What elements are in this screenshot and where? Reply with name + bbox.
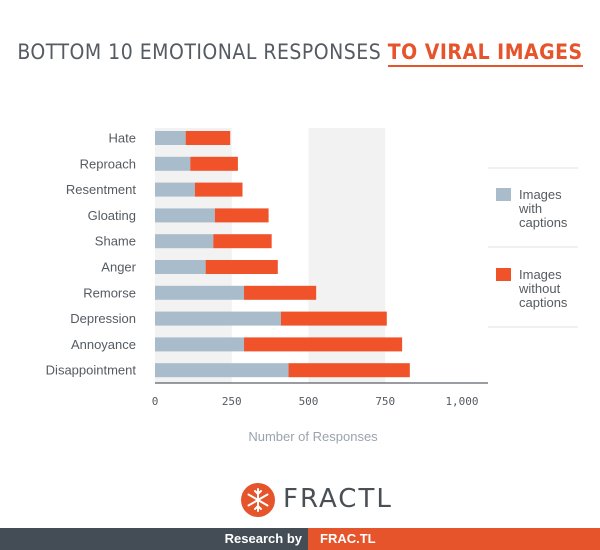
bar-segment-with-captions <box>155 311 281 326</box>
bar-segment-with-captions <box>155 182 195 197</box>
x-tick-label: 500 <box>299 395 319 408</box>
category-label: Resentment <box>66 182 136 197</box>
category-label: Depression <box>70 311 136 326</box>
bar-segment-without-captions <box>190 156 238 171</box>
footer-right-panel: FRAC.TL <box>308 528 600 550</box>
x-tick-label: 0 <box>152 395 159 408</box>
x-axis-title: Number of Responses <box>248 429 378 444</box>
bar-segment-without-captions <box>213 234 272 249</box>
bar-segment-without-captions <box>244 337 403 352</box>
bar-segment-without-captions <box>194 182 243 197</box>
footer-research-by: Research by <box>224 531 302 546</box>
legend-label-line: captions <box>519 215 568 230</box>
category-label: Shame <box>95 234 136 249</box>
x-tick-label: 750 <box>375 395 395 408</box>
bar-segment-without-captions <box>214 208 269 223</box>
x-tick-label: 250 <box>222 395 242 408</box>
legend-label-line: Images <box>519 267 562 282</box>
category-label: Annoyance <box>71 337 136 352</box>
bar-segment-without-captions <box>288 363 410 378</box>
category-label: Hate <box>109 131 136 146</box>
footer: Research by FRAC.TL <box>0 528 600 550</box>
snowflake-logo-icon <box>241 483 275 517</box>
legend-label-line: without <box>518 281 561 296</box>
x-axis: 0 250 500 750 1,000 Number of Responses <box>152 382 488 444</box>
category-label: Reproach <box>80 156 136 171</box>
bar-segment-with-captions <box>155 156 191 171</box>
legend-label-line: Images <box>519 187 562 202</box>
legend-label-line: captions <box>519 295 568 310</box>
bar-segment-with-captions <box>155 208 215 223</box>
bar-segment-without-captions <box>244 285 317 300</box>
chart-title: BOTTOM 10 EMOTIONAL RESPONSES TO VIRAL I… <box>0 40 600 67</box>
bar-chart: Hate Reproach Resentment Gloating Shame Anger… <box>46 128 578 444</box>
bar-segment-without-captions <box>185 131 231 145</box>
bar-segment-with-captions <box>155 131 186 145</box>
category-labels: Hate Reproach Resentment Gloating Shame Anger… <box>46 131 137 378</box>
bar-segment-with-captions <box>155 260 206 274</box>
bar-segment-without-captions <box>280 311 387 326</box>
bars <box>155 131 410 378</box>
footer-left-panel: Research by <box>0 528 308 550</box>
bar-segment-with-captions <box>155 363 289 378</box>
logo-wordmark: FRACTL <box>283 484 393 514</box>
footer-brand-link[interactable]: FRAC.TL <box>320 531 376 546</box>
category-label: Anger <box>101 260 136 275</box>
bar-segment-with-captions <box>155 337 245 352</box>
chart-title-main: BOTTOM 10 EMOTIONAL RESPONSES <box>17 40 388 64</box>
category-label: Disappointment <box>46 363 137 378</box>
bar-segment-with-captions <box>155 285 245 300</box>
bar-segment-without-captions <box>205 260 278 274</box>
bar-segment-with-captions <box>155 234 214 249</box>
chart-title-accent: TO VIRAL IMAGES <box>387 40 583 67</box>
category-label: Gloating <box>88 208 136 223</box>
x-tick-label: 1,000 <box>445 395 478 408</box>
legend-swatch-without-captions <box>496 268 511 281</box>
legend-label-line: with <box>518 201 542 216</box>
legend-swatch-with-captions <box>496 188 511 201</box>
category-label: Remorse <box>83 285 136 300</box>
